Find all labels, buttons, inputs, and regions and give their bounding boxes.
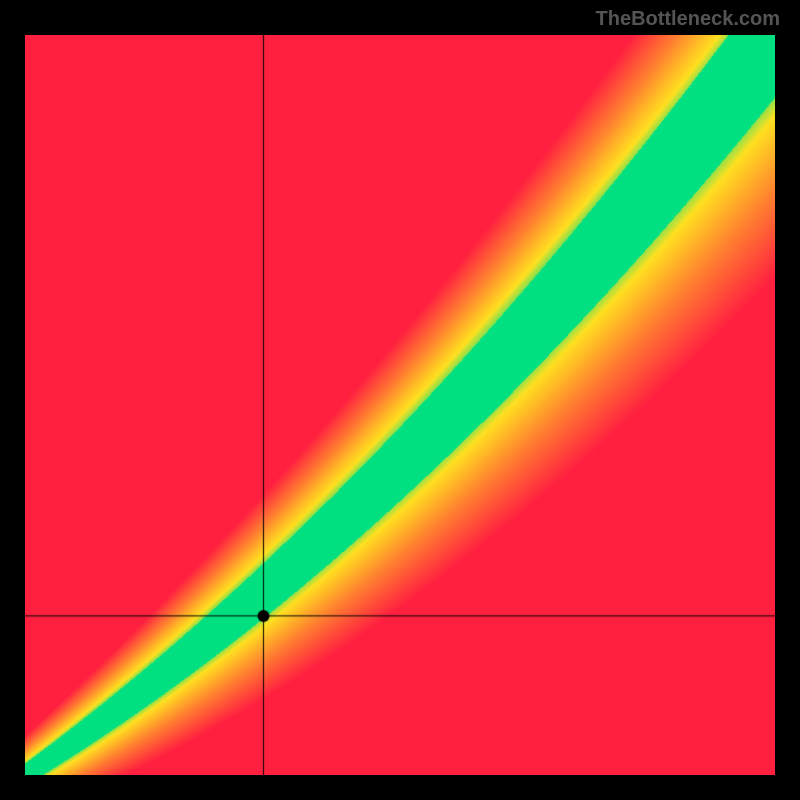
heatmap-canvas	[25, 35, 775, 775]
watermark-text: TheBottleneck.com	[596, 8, 780, 31]
heatmap-chart	[25, 35, 775, 775]
